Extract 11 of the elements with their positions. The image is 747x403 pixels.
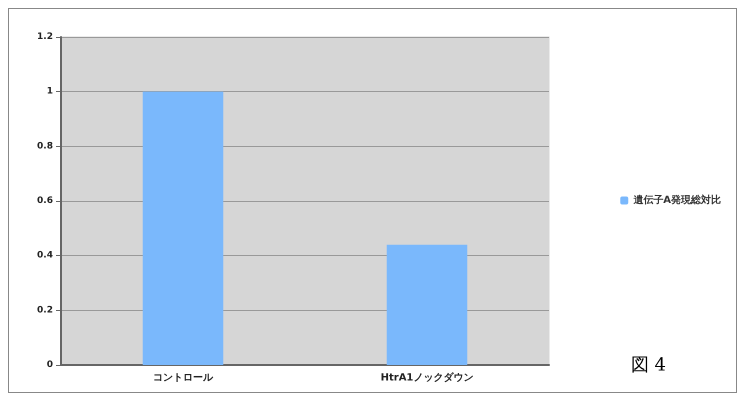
x-tick-label: コントロール <box>153 372 214 384</box>
y-tick-label: 0.2 <box>37 305 53 316</box>
x-tick-label: HtrA1ノックダウン <box>380 372 474 384</box>
y-tick-label: 0.4 <box>37 250 53 261</box>
y-tick-label: 0.8 <box>37 141 53 152</box>
legend-label: 遺伝子A発現総対比 <box>632 194 722 206</box>
y-tick-label: 1.2 <box>37 32 53 42</box>
y-tick-label: 1 <box>46 86 53 97</box>
y-tick-label: 0.6 <box>37 196 53 206</box>
caption: 図 4 <box>630 354 666 376</box>
y-tick-label: 0 <box>46 360 53 370</box>
